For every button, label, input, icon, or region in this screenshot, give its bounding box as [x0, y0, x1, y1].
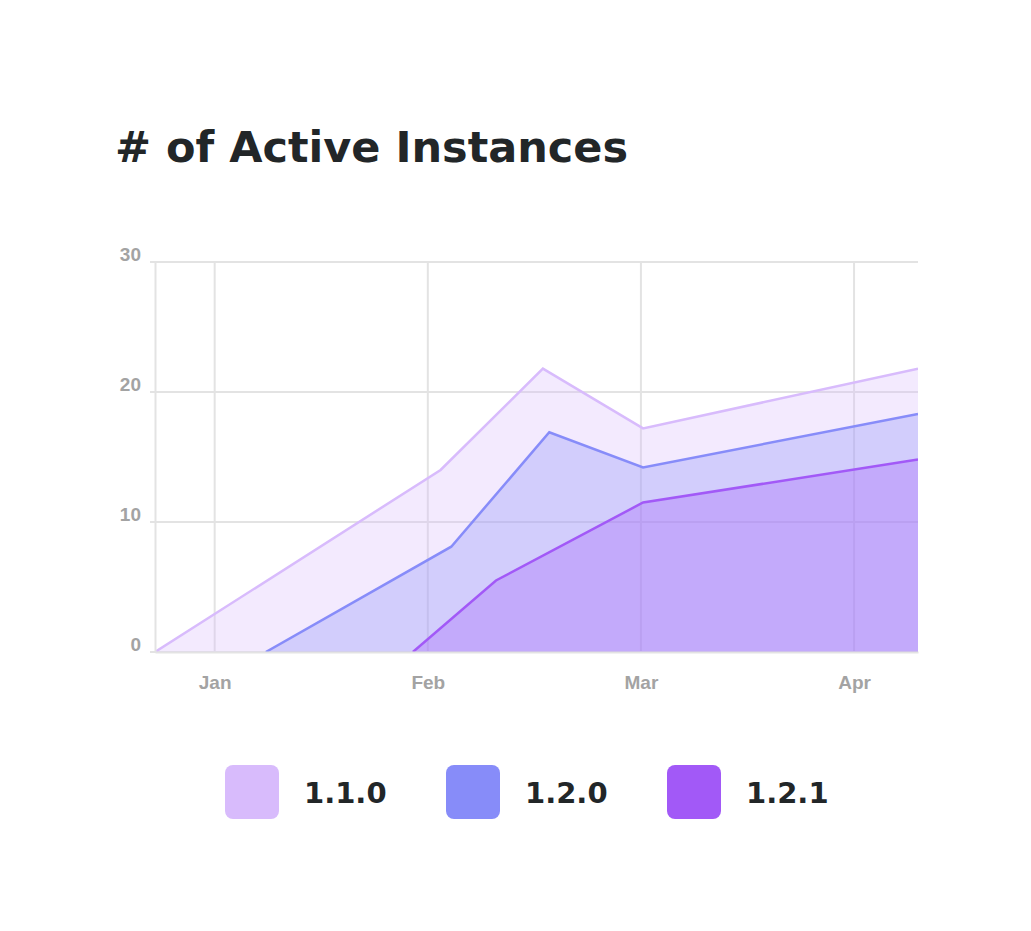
tick-label: 0: [130, 634, 141, 655]
tick-label: Apr: [838, 672, 871, 693]
line: [155, 369, 918, 652]
legend-swatch: [667, 765, 721, 819]
legend-label: 1.1.0: [304, 776, 387, 810]
legend-swatch: [446, 765, 500, 819]
tick: Mar: [625, 652, 659, 693]
tick: 0: [130, 634, 155, 655]
area: [413, 460, 918, 652]
tick-label: Mar: [625, 672, 659, 693]
legend-label: 1.2.0: [525, 776, 608, 810]
tick: Jan: [199, 652, 232, 693]
legend: 1.1.0 1.2.0 1.2.1: [225, 765, 829, 819]
area: [266, 414, 918, 652]
axis: Jan Feb Mar Apr: [156, 652, 919, 693]
line: [413, 460, 918, 652]
grid: [150, 262, 918, 652]
axis: 0 10 20 30: [120, 244, 156, 655]
tick: 20: [120, 374, 155, 395]
tick: Feb: [411, 652, 445, 693]
tick-label: Jan: [199, 672, 232, 693]
tick-label: 30: [120, 244, 141, 265]
grid-line: [150, 261, 918, 263]
tick-label: 20: [120, 374, 141, 395]
tick: 30: [120, 244, 155, 265]
grid-line: [214, 262, 216, 652]
marks: [155, 369, 918, 652]
line: [266, 414, 918, 652]
chart: # of Active Instances Jan Feb Mar Apr 0 10 20 30…: [0, 0, 1031, 931]
tick-label: 10: [120, 504, 141, 525]
legend-label: 1.2.1: [746, 776, 829, 810]
axis-line: [155, 263, 157, 653]
tick: Apr: [838, 652, 871, 693]
legend-swatch: [225, 765, 279, 819]
tick: 10: [120, 504, 155, 525]
tick-label: Feb: [411, 672, 445, 693]
axis-line: [156, 652, 919, 654]
area: [155, 369, 918, 652]
title: # of Active Instances: [115, 122, 628, 172]
